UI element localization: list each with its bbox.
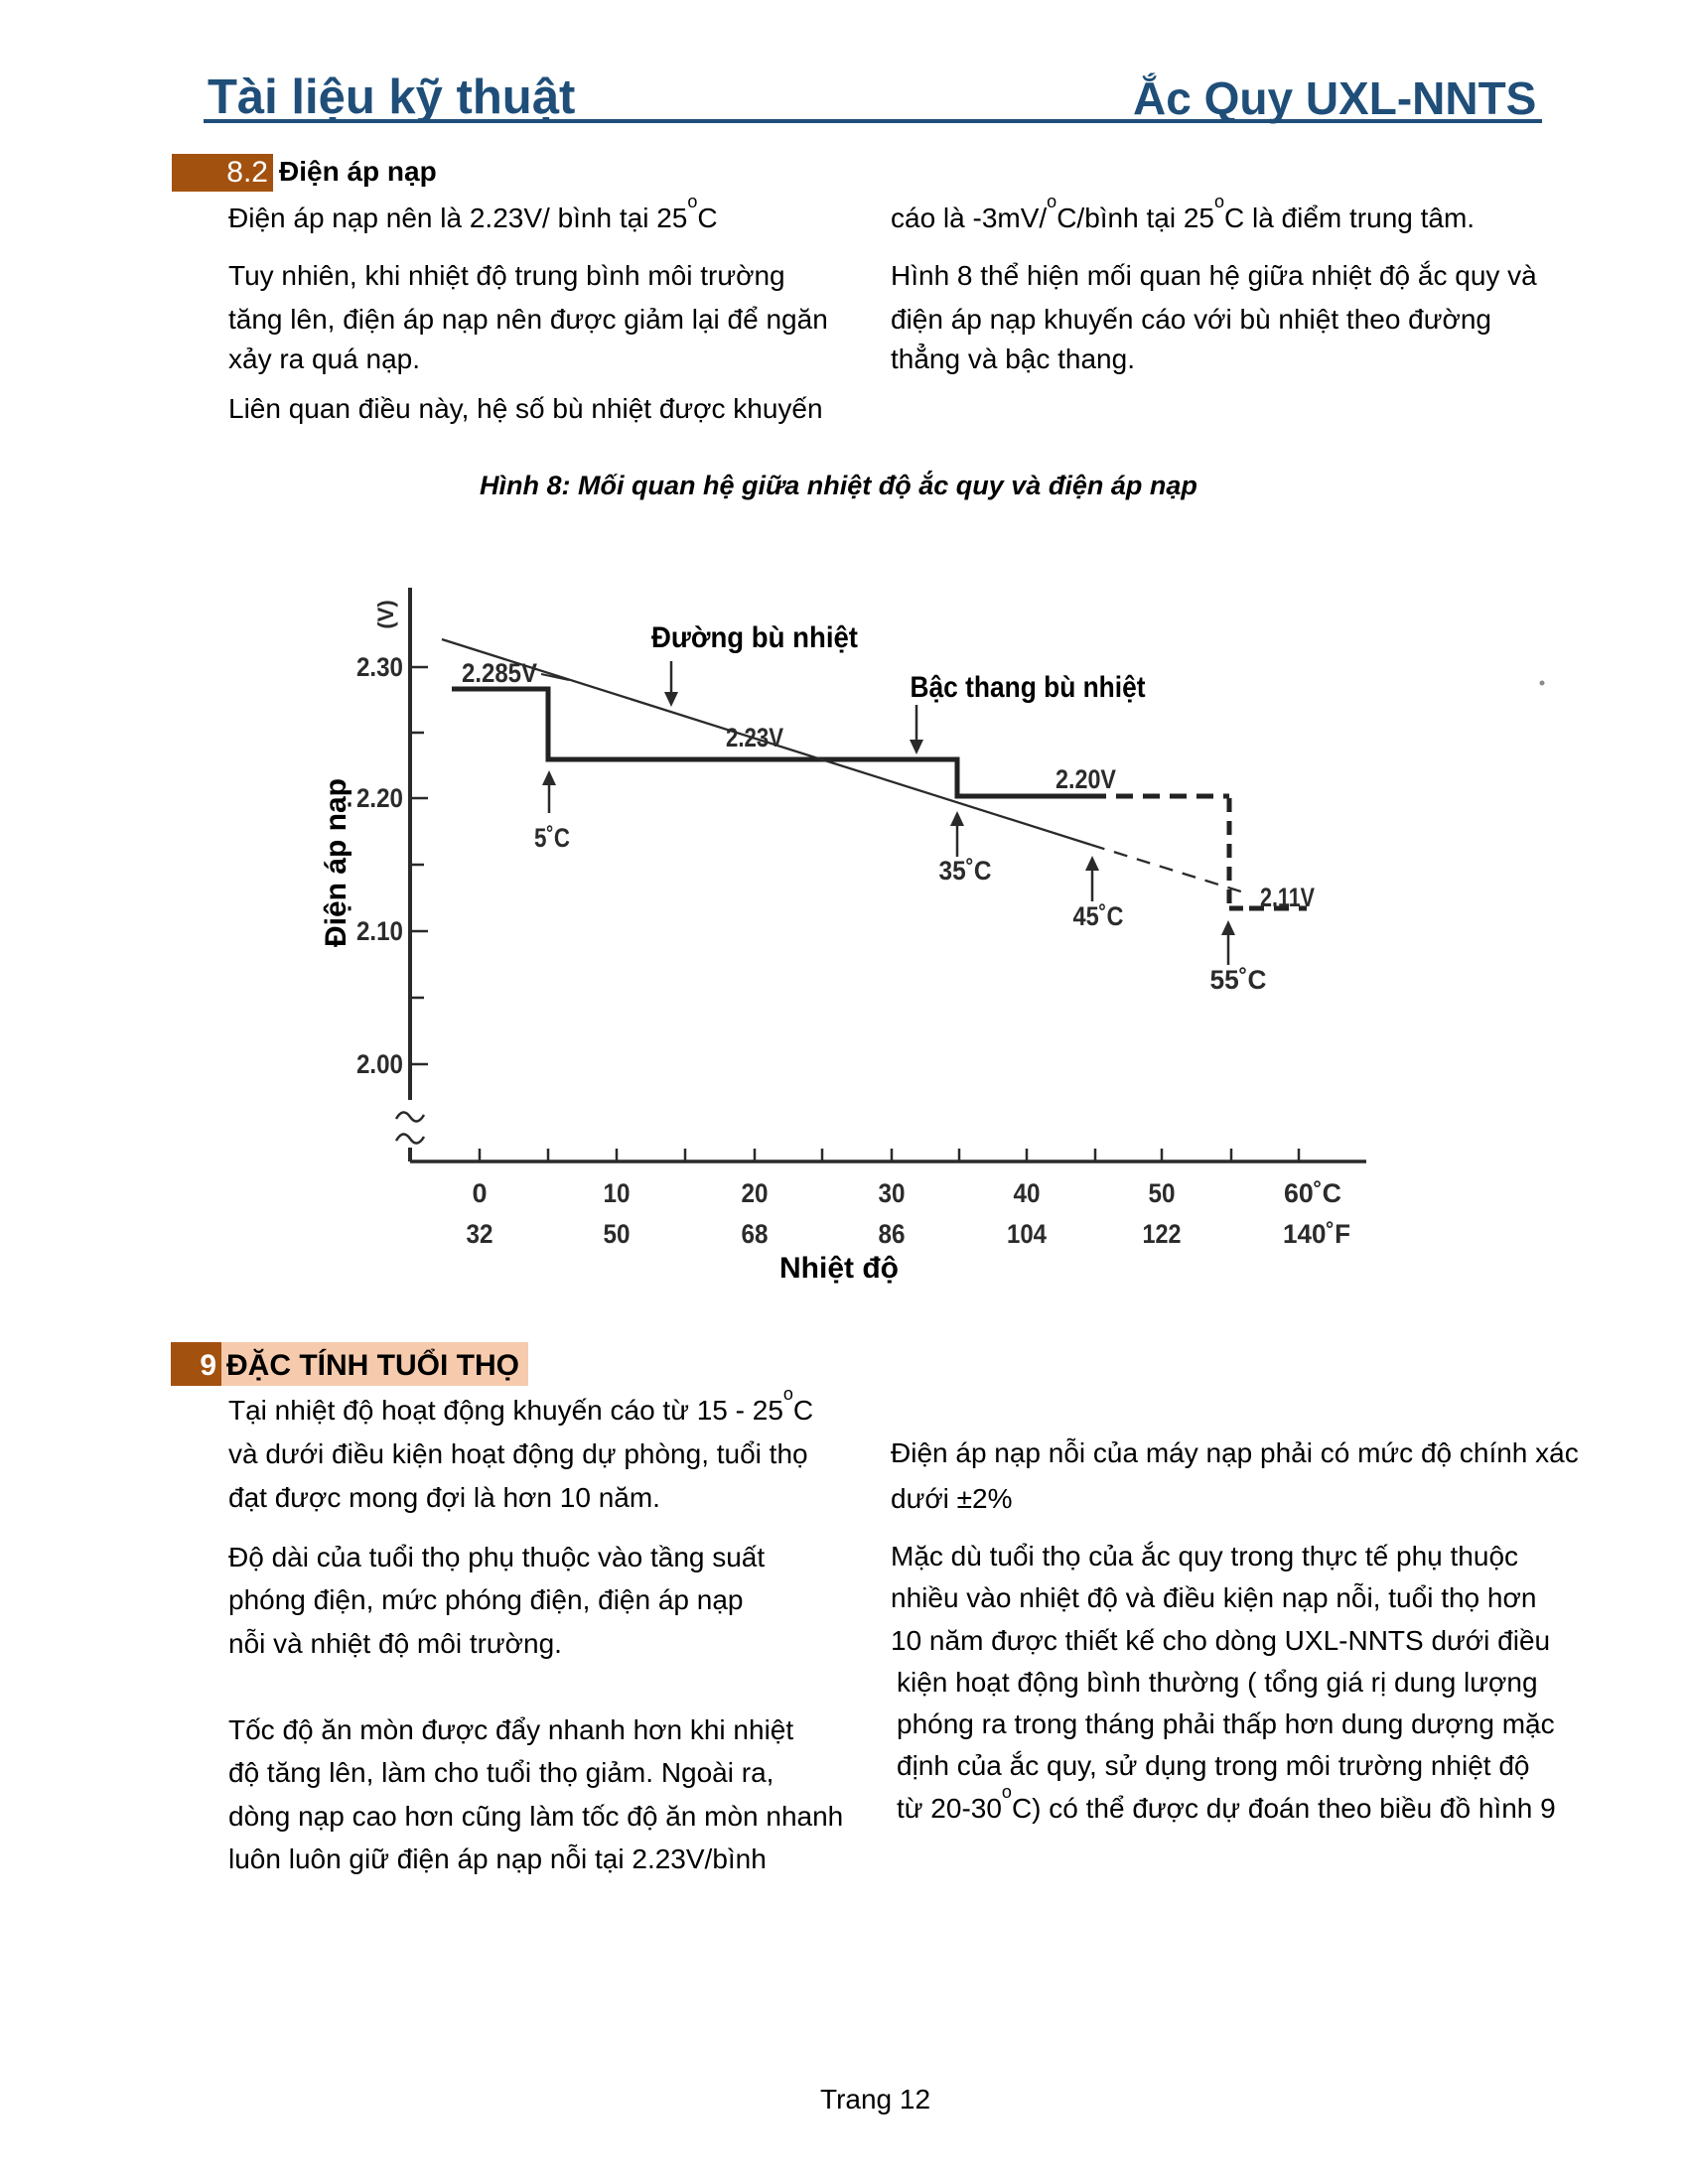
svg-text:5˚C: 5˚C	[534, 823, 570, 853]
svg-text:86: 86	[879, 1219, 906, 1249]
svg-text:32: 32	[467, 1219, 493, 1249]
svg-text:45˚C: 45˚C	[1073, 901, 1124, 931]
svg-text:122: 122	[1143, 1219, 1182, 1249]
svg-text:(V): (V)	[373, 600, 398, 628]
svg-text:40: 40	[1014, 1178, 1041, 1208]
svg-text:Bậc thang bù nhiệt: Bậc thang bù nhiệt	[911, 671, 1146, 704]
svg-text:Điện áp nạp: Điện áp nạp	[320, 778, 352, 947]
svg-text:2.11V: 2.11V	[1260, 883, 1315, 912]
svg-text:68: 68	[742, 1219, 769, 1249]
svg-text:2.10: 2.10	[356, 916, 403, 946]
svg-text:55˚C: 55˚C	[1210, 965, 1267, 995]
svg-text:50: 50	[604, 1219, 631, 1249]
svg-text:Đường bù nhiệt: Đường bù nhiệt	[651, 621, 858, 654]
svg-text:50: 50	[1149, 1178, 1176, 1208]
svg-text:2.20: 2.20	[356, 783, 403, 813]
svg-text:30: 30	[879, 1178, 906, 1208]
svg-text:2.285V: 2.285V	[462, 658, 537, 688]
svg-text:104: 104	[1007, 1219, 1047, 1249]
svg-text:0: 0	[472, 1178, 487, 1208]
svg-text:Nhiệt độ: Nhiệt độ	[779, 1252, 899, 1285]
svg-text:2.23V: 2.23V	[726, 723, 783, 752]
svg-text:2.30: 2.30	[356, 652, 403, 682]
svg-text:10: 10	[604, 1178, 631, 1208]
svg-text:35˚C: 35˚C	[939, 856, 992, 886]
svg-text:20: 20	[742, 1178, 769, 1208]
svg-text:2.20V: 2.20V	[1055, 764, 1116, 794]
svg-text:2.00: 2.00	[356, 1049, 403, 1079]
svg-text:140˚F: 140˚F	[1283, 1219, 1350, 1249]
svg-text:60˚C: 60˚C	[1284, 1178, 1341, 1208]
